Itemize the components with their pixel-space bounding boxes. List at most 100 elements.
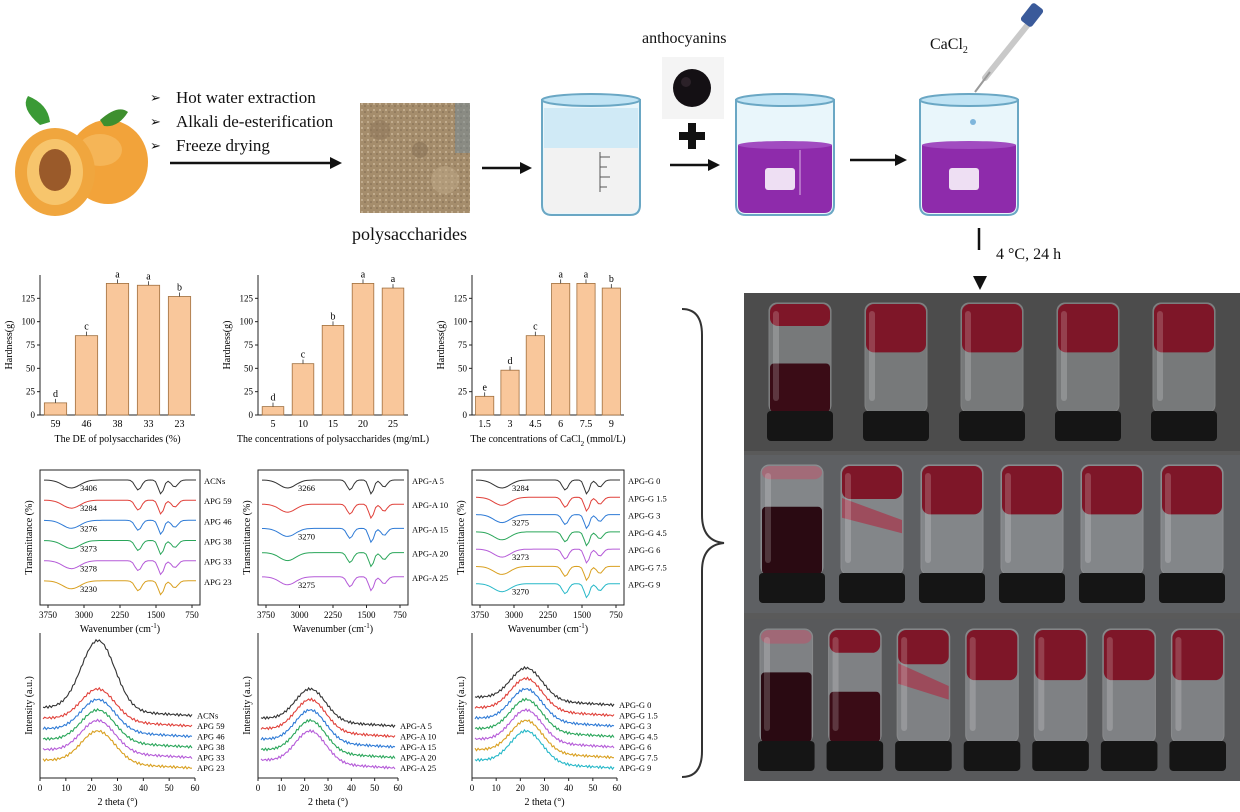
legend-label: APG-G 0 [628, 476, 660, 486]
legend-label: APG 46 [204, 516, 232, 526]
legend-label: APG-A 5 [412, 476, 444, 486]
gel-layer [962, 304, 1022, 353]
series-line [44, 539, 196, 556]
x-tick-label: 20 [516, 783, 526, 793]
process-step: ➢ Alkali de-esterification [150, 110, 333, 134]
y-axis-label: Transmittance (%) [242, 500, 253, 574]
arrow-bullet-icon: ➢ [150, 90, 161, 105]
legend-label: APG-G 7.5 [619, 753, 658, 763]
significance-letter: a [115, 269, 120, 280]
x-axis-label: The concentrations of polysaccharides (m… [237, 434, 429, 445]
x-tick-label: 38 [113, 419, 123, 430]
legend-label: APG-G 6 [628, 545, 660, 555]
x-tick-label: 7.5 [580, 419, 593, 430]
y-tick-label: 100 [454, 317, 468, 327]
bar [551, 282, 571, 416]
significance-letter: a [558, 269, 563, 280]
glass-highlight [1038, 637, 1045, 731]
process-steps-list: ➢ Hot water extraction ➢ Alkali de-esterif… [150, 86, 333, 158]
bar [74, 335, 99, 416]
legend-label: ACNs [204, 476, 225, 486]
plot-frame [39, 469, 201, 606]
x-tick-label: 2250 [324, 610, 343, 620]
x-tick-label: 1500 [573, 610, 592, 620]
y-tick-label: 100 [22, 317, 36, 327]
glass-highlight [1157, 311, 1163, 401]
legend-label: APG-G 3 [628, 511, 660, 521]
vial [839, 464, 905, 603]
x-axis-label: Wavenumber (cm-1) [80, 622, 160, 635]
vial-cap [1032, 741, 1089, 771]
y-tick-label: 50 [244, 363, 254, 373]
beaker-gelation-icon [919, 93, 1019, 216]
bar [43, 402, 68, 416]
series-line [43, 580, 196, 596]
series-line [262, 503, 404, 520]
anthocyanins-label: anthocyanins [642, 30, 727, 47]
y-tick-label: 0 [31, 410, 36, 420]
series-line [474, 665, 615, 708]
series-line [474, 687, 615, 728]
significance-letter: c [84, 322, 89, 333]
significance-letter: d [271, 393, 276, 404]
legend-label: APG-A 25 [400, 763, 436, 773]
glass-highlight [773, 311, 779, 401]
x-tick-label: 0 [470, 783, 475, 793]
x-tick-label: 2250 [111, 610, 130, 620]
bar-chart: 0 25 50 75 100 125 d 59 c 46 a 38 a 33 b 23 The DE of po… [4, 269, 195, 445]
legend-label: APG-A 15 [412, 524, 448, 534]
legend-label: APG-G 6 [619, 742, 651, 752]
bar [525, 335, 545, 416]
beaker-solution-icon [735, 93, 835, 216]
x-axis-label: Wavenumber (cm-1) [293, 622, 373, 635]
liquid-layer [829, 691, 881, 742]
bar [105, 282, 130, 416]
vial-cap [1159, 573, 1225, 603]
process-diagram [15, 3, 1044, 250]
vial [1100, 628, 1158, 771]
x-tick-label: 15 [328, 419, 338, 430]
x-tick-label: 6 [558, 419, 563, 430]
vial-cap [1055, 411, 1121, 441]
legend-label: APG-G 9 [619, 763, 651, 773]
vial [863, 302, 929, 441]
series-line [43, 519, 196, 536]
y-axis-label: Hardness(g) [436, 321, 447, 370]
beaker-water-icon [541, 93, 641, 216]
legend-label: APG 59 [204, 496, 232, 506]
x-tick-label: 60 [394, 783, 404, 793]
y-axis-label: Intensity (a.u.) [24, 676, 35, 735]
vial [963, 628, 1021, 771]
y-tick-label: 25 [458, 387, 468, 397]
series-line [475, 565, 620, 582]
legend-label: APG-G 4.5 [628, 528, 667, 538]
gel-layer [770, 304, 830, 326]
ftir-chart: 3750 3000 2250 1500 750 Wavenumber (cm-1) Tran… [456, 469, 667, 635]
significance-letter: e [482, 382, 487, 393]
peak-label: 3276 [80, 523, 97, 533]
vial [919, 464, 985, 603]
x-tick-label: 0 [38, 783, 43, 793]
peak-label: 3270 [512, 587, 529, 597]
arrow-bullet-icon: ➢ [150, 138, 161, 153]
vial-cap [758, 741, 815, 771]
glass-highlight [869, 311, 875, 401]
x-tick-label: 60 [613, 783, 623, 793]
x-tick-label: 3750 [257, 610, 276, 620]
x-tick-label: 33 [144, 419, 154, 430]
x-tick-label: 0 [256, 783, 261, 793]
vial-photo-row [744, 455, 1240, 613]
x-tick-label: 1500 [358, 610, 377, 620]
y-axis-label: Hardness(g) [4, 321, 15, 370]
significance-letter: a [584, 269, 589, 280]
bar [167, 296, 192, 416]
glass-highlight [765, 473, 771, 563]
legend-label: APG 46 [197, 732, 225, 742]
x-tick-label: 50 [588, 783, 598, 793]
series-line [43, 560, 196, 576]
glass-highlight [764, 637, 770, 731]
vial [999, 464, 1065, 603]
significance-letter: b [177, 282, 182, 293]
x-tick-label: 25 [388, 419, 398, 430]
gel-fragment [898, 663, 949, 700]
